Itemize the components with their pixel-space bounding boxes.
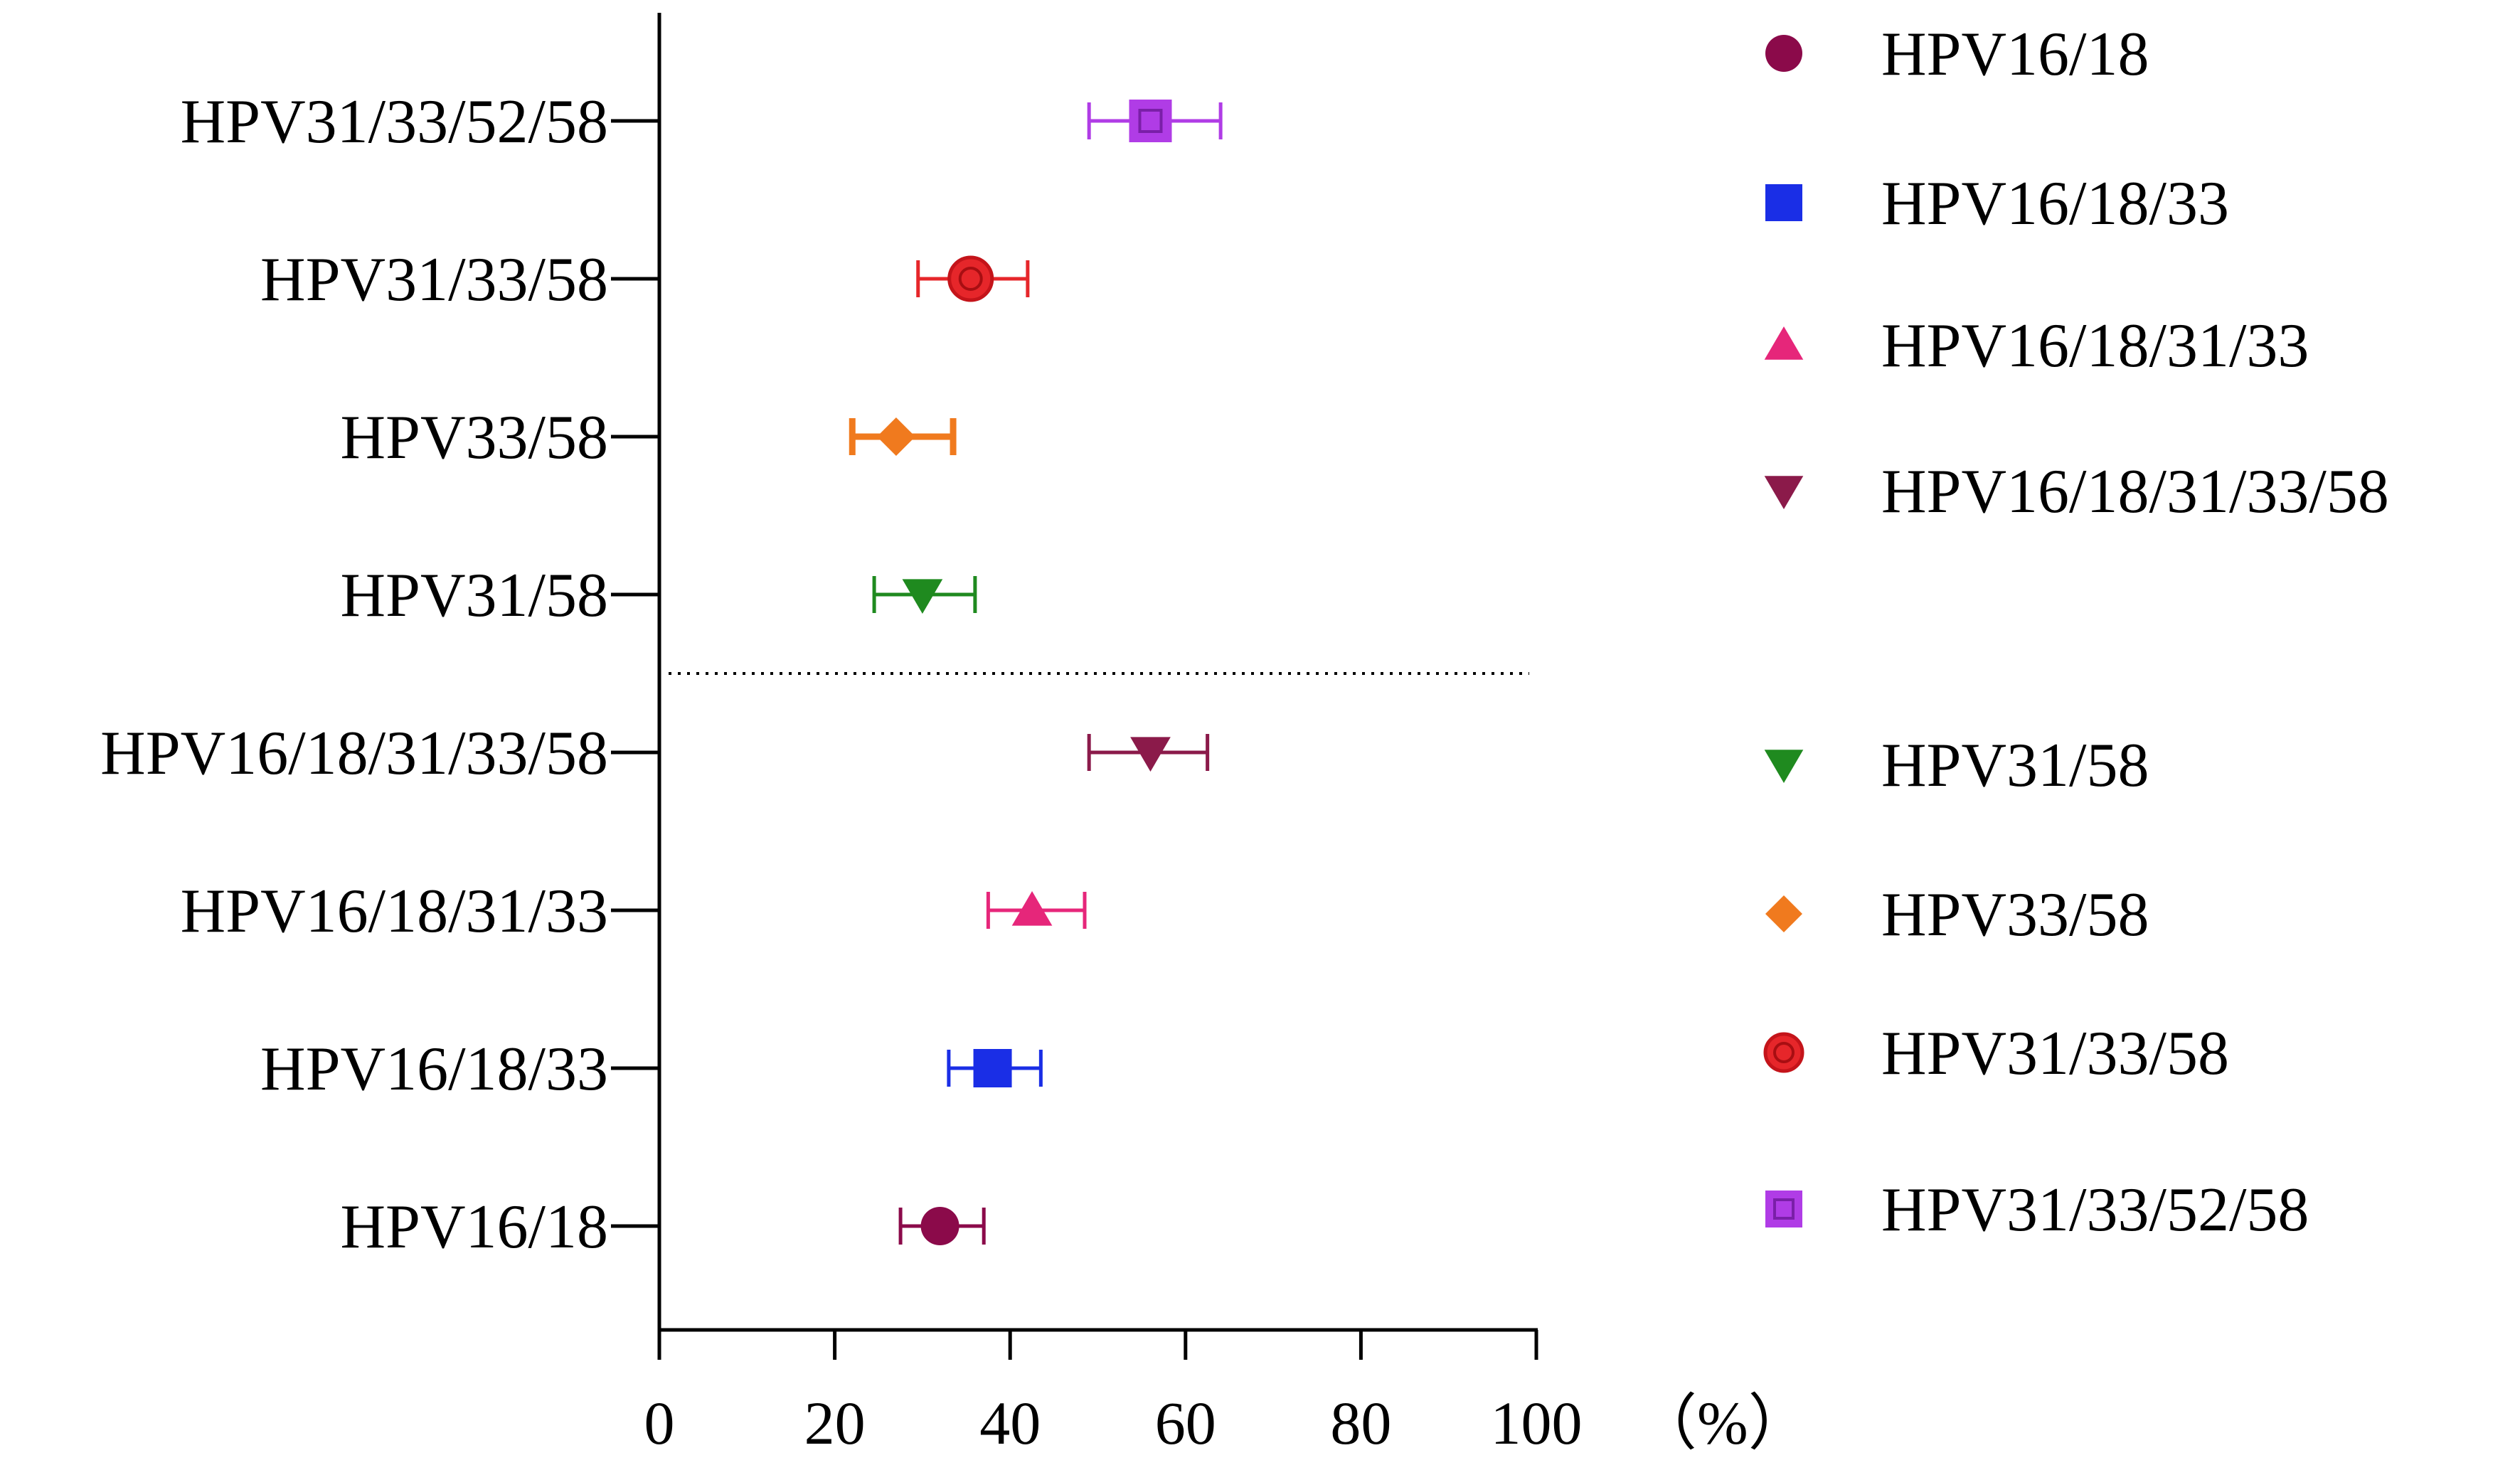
category-label: HPV31/33/52/58 (181, 87, 608, 156)
marker-diamond (1765, 895, 1802, 932)
legend-entry: HPV31/33/52/58 (1765, 1176, 2309, 1245)
marker-circle (1763, 1032, 1804, 1073)
category-label: HPV31/58 (341, 561, 609, 630)
legend-entry: HPV31/58 (1764, 731, 2149, 800)
legend-marker (1763, 1032, 1804, 1073)
marker-diamond (876, 417, 915, 456)
legend: HPV16/18 HPV16/18/33 HPV16/18/31/33 HPV16/1… (1763, 20, 2389, 1245)
marker-triangle-down (1130, 737, 1171, 772)
legend-entry: HPV16/18 (1765, 20, 2149, 89)
marker-square (1765, 1191, 1802, 1227)
legend-entry: HPV16/18/31/33 (1764, 311, 2309, 380)
category-label: HPV16/18 (341, 1193, 609, 1262)
data-point (1011, 891, 1053, 926)
data-point (1130, 737, 1171, 772)
data-point (1129, 100, 1172, 142)
marker-triangle-down (1764, 476, 1804, 509)
data-markers (876, 100, 1172, 1245)
category-label: HPV31/33/58 (260, 245, 608, 314)
data-point (973, 1049, 1012, 1087)
marker-triangle-up (1011, 891, 1053, 926)
marker-circle (920, 1207, 959, 1245)
data-point (947, 255, 994, 302)
marker-triangle-down (1764, 750, 1804, 783)
x-unit-label: （%） (1636, 1389, 1809, 1457)
data-point (876, 417, 915, 456)
legend-marker (1765, 35, 1802, 72)
x-tick-labels: 0 20 40 60 80 100 (644, 1389, 1583, 1457)
legend-label: HPV16/18 (1881, 20, 2149, 89)
marker-square (973, 1049, 1012, 1087)
legend-entry: HPV16/18/31/33/58 (1764, 457, 2389, 526)
legend-label: HPV33/58 (1881, 880, 2149, 949)
marker-circle-inner (958, 267, 983, 291)
marker-triangle-down (902, 579, 943, 614)
legend-entry: HPV31/33/58 (1763, 1019, 2229, 1088)
error-bars (849, 102, 1223, 1245)
marker-square-inner (1138, 109, 1163, 133)
category-label: HPV16/18/31/33 (181, 877, 608, 946)
marker-circle (947, 255, 994, 302)
data-point (902, 579, 943, 614)
x-tick-label: 0 (644, 1389, 675, 1457)
legend-label: HPV16/18/33 (1881, 169, 2229, 238)
category-label: HPV33/58 (341, 403, 609, 472)
legend-entry: HPV16/18/33 (1765, 169, 2229, 238)
x-tick-label: 60 (1155, 1389, 1216, 1457)
legend-marker (1765, 895, 1802, 932)
marker-circle (1765, 35, 1802, 72)
legend-marker (1764, 476, 1804, 509)
marker-square (1765, 184, 1802, 221)
legend-label: HPV31/33/52/58 (1881, 1176, 2309, 1245)
legend-marker (1764, 326, 1804, 360)
data-point (920, 1207, 959, 1245)
legend-marker (1765, 1191, 1802, 1227)
legend-marker (1764, 750, 1804, 783)
marker-triangle-up (1764, 326, 1804, 360)
category-label: HPV16/18/31/33/58 (100, 719, 608, 788)
legend-label: HPV31/58 (1881, 731, 2149, 800)
marker-square-inner (1773, 1198, 1795, 1220)
legend-label: HPV16/18/31/33/58 (1881, 457, 2389, 526)
marker-square (1129, 100, 1172, 142)
category-labels: HPV31/33/52/58 HPV31/33/58 HPV33/58 HPV31/5… (100, 87, 608, 1262)
x-tick-label: 40 (979, 1389, 1041, 1457)
legend-label: HPV16/18/31/33 (1881, 311, 2309, 380)
legend-label: HPV31/33/58 (1881, 1019, 2229, 1088)
x-tick-label: 80 (1330, 1389, 1391, 1457)
x-tick-label: 100 (1491, 1389, 1583, 1457)
marker-circle-inner (1773, 1042, 1795, 1063)
axes (611, 13, 1538, 1360)
legend-entry: HPV33/58 (1765, 880, 2149, 949)
legend-marker (1765, 184, 1802, 221)
category-label: HPV16/18/33 (260, 1035, 608, 1104)
x-tick-label: 20 (804, 1389, 866, 1457)
